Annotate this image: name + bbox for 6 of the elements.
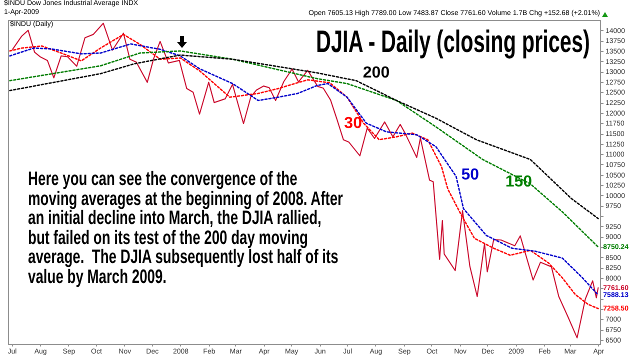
annotation: Here you can see the convergence of the moving averages at the beginning of 2008. After an initial decline into March, the DJIA rallied, but failed on its test of the 200 day moving average. The DJIA subsequently lost half of its value by March 2009. <box>28 168 344 288</box>
series-label: 150 <box>505 174 532 191</box>
chart-title: DJIA - Daily (closing prices) <box>316 24 590 60</box>
series-label: 30 <box>344 115 362 132</box>
series-label: 50 <box>461 166 480 184</box>
series-label: 200 <box>362 64 390 82</box>
